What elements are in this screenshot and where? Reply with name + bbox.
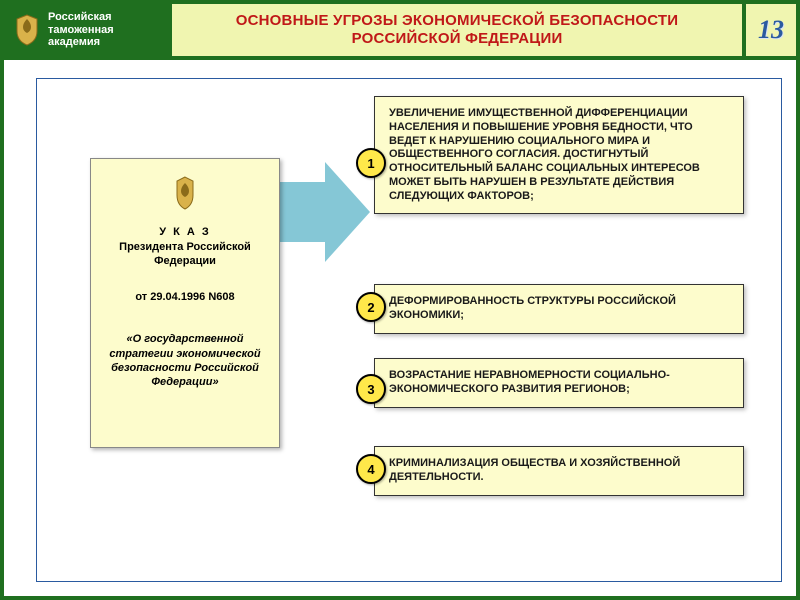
threat-badge-1: 1 xyxy=(356,148,386,178)
decree-card: У К А З Президента Российской Федерации … xyxy=(90,158,280,448)
russia-emblem-icon xyxy=(12,13,42,47)
org-name: Российская таможенная академия xyxy=(48,11,114,49)
threat-badge-2: 2 xyxy=(356,292,386,322)
title-line1: ОСНОВНЫЕ УГРОЗЫ ЭКОНОМИЧЕСКОЙ БЕЗОПАСНОС… xyxy=(236,12,679,30)
content-area: У К А З Президента Российской Федерации … xyxy=(4,60,796,596)
title-line2: РОССИЙСКОЙ ФЕДЕРАЦИИ xyxy=(352,30,563,48)
org-line1: Российская xyxy=(48,11,112,23)
decree-line3: Федерации xyxy=(101,254,269,268)
header: Российская таможенная академия ОСНОВНЫЕ … xyxy=(4,4,796,60)
org-line3: академия xyxy=(48,36,100,48)
threat-item-3: ВОЗРАСТАНИЕ НЕРАВНОМЕРНОСТИ СОЦИАЛЬНО-ЭК… xyxy=(374,358,744,408)
threat-item-2: ДЕФОРМИРОВАННОСТЬ СТРУКТУРЫ РОССИЙСКОЙ Э… xyxy=(374,284,744,334)
decree-emblem-icon xyxy=(101,175,269,215)
decree-quote: «О государственной стратегии экономическ… xyxy=(101,332,269,389)
arrow-icon xyxy=(270,162,370,262)
threat-item-1: УВЕЛИЧЕНИЕ ИМУЩЕСТВЕННОЙ ДИФФЕРЕНЦИАЦИИ … xyxy=(374,96,744,214)
org-line2: таможенная xyxy=(48,24,114,36)
decree-date: от 29.04.1996 N608 xyxy=(101,290,269,304)
threat-badge-3: 3 xyxy=(356,374,386,404)
org-block: Российская таможенная академия xyxy=(4,4,172,56)
slide-number: 13 xyxy=(742,4,796,56)
threat-item-4: КРИМИНАЛИЗАЦИЯ ОБЩЕСТВА И ХОЗЯЙСТВЕННОЙ … xyxy=(374,446,744,496)
threat-badge-4: 4 xyxy=(356,454,386,484)
decree-word-ukaz: У К А З xyxy=(101,225,269,239)
slide-title: ОСНОВНЫЕ УГРОЗЫ ЭКОНОМИЧЕСКОЙ БЕЗОПАСНОС… xyxy=(172,4,742,56)
decree-line2: Президента Российской xyxy=(101,240,269,254)
arrow-shape xyxy=(270,162,370,262)
slide-frame: Российская таможенная академия ОСНОВНЫЕ … xyxy=(0,0,800,600)
